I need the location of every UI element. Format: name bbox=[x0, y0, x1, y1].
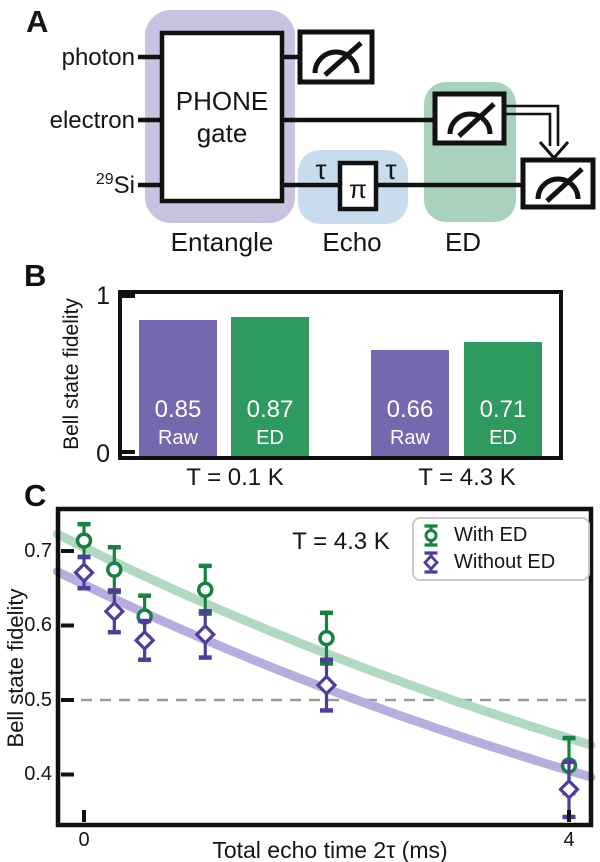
panel-b-tickmark-bottom bbox=[122, 450, 135, 454]
panel-b-bar-chart: B Bell state fidelity 1 0 0.85 Raw 0.87 ED 0… bbox=[0, 258, 600, 491]
temperature-annotation: T = 4.3 K bbox=[292, 528, 390, 555]
legend-row-with-ed: With ED bbox=[420, 522, 582, 549]
bar-name: ED bbox=[256, 427, 284, 449]
electron-wire-label: electron bbox=[50, 107, 135, 134]
panel-c-scatter-plot: C Bell state fidelity 0.7 0.6 0.5 0.4 T … bbox=[0, 478, 600, 862]
panel-c-x-axis-label: Total echo time 2τ (ms) bbox=[212, 837, 448, 862]
bar-name: Raw bbox=[389, 427, 430, 449]
panel-a-label: A bbox=[26, 4, 48, 39]
tau-right-label: τ bbox=[385, 154, 396, 185]
measurement-gauge-icon bbox=[520, 157, 596, 210]
bar-value: 0.87 bbox=[246, 396, 294, 423]
si29-wire-label: 29Si bbox=[96, 171, 135, 199]
entangle-section-label: Entangle bbox=[171, 227, 274, 257]
panel-c-plot-frame bbox=[55, 506, 594, 828]
data-point-0-1 bbox=[106, 545, 123, 595]
panel-c-ytick-0.5: 0.5 bbox=[24, 689, 52, 711]
panel-c-ytick-0.4: 0.4 bbox=[24, 763, 52, 785]
phone-gate-label-2: gate bbox=[197, 118, 248, 148]
panel-b-plot-frame bbox=[118, 290, 563, 460]
panel-c-tickmarks bbox=[61, 549, 571, 822]
bar-value: 0.71 bbox=[479, 396, 527, 423]
legend-label-with-ed: With ED bbox=[454, 524, 528, 546]
panel-a-circuit-diagram: A photon electron 29Si PHONE gate bbox=[26, 4, 596, 257]
panel-b-group-label-0: T = 0.1 K bbox=[186, 464, 284, 491]
panel-c-ytick-0.7: 0.7 bbox=[24, 540, 52, 562]
data-point-1-3 bbox=[194, 609, 217, 660]
bar-name: ED bbox=[489, 427, 517, 449]
panel-c-plot-area bbox=[52, 506, 596, 828]
bar-raw-1: 0.66 Raw bbox=[371, 350, 449, 456]
panel-b-label: B bbox=[24, 258, 47, 293]
data-point-1-1 bbox=[103, 588, 126, 635]
ed-section-label: ED bbox=[445, 227, 481, 257]
legend-label-without-ed: Without ED bbox=[454, 551, 556, 573]
bar-ed-1: 0.71 ED bbox=[464, 342, 542, 456]
panel-c-ytick-0.6: 0.6 bbox=[24, 614, 52, 636]
bar-value: 0.66 bbox=[386, 396, 434, 423]
photon-wire-label: photon bbox=[62, 44, 135, 71]
legend-row-without-ed: Without ED bbox=[420, 549, 582, 576]
legend: With ED Without ED bbox=[412, 517, 590, 581]
phone-gate-box bbox=[159, 30, 285, 204]
panel-c-xtick-0: 0 bbox=[78, 829, 90, 851]
echo-section-label: Echo bbox=[322, 227, 381, 257]
panel-b-ytick-0: 0 bbox=[96, 440, 110, 468]
fit-curve-0 bbox=[52, 529, 596, 750]
without-ed-marker-icon bbox=[423, 551, 439, 574]
panel-b-tickmark-top bbox=[122, 294, 135, 298]
measurement-gauge-icon bbox=[297, 29, 375, 85]
data-point-1-4 bbox=[315, 657, 338, 713]
panel-c-data-layer bbox=[52, 521, 596, 820]
data-point-1-0 bbox=[73, 554, 95, 591]
panel-c-label: C bbox=[24, 478, 47, 513]
bar-value: 0.85 bbox=[154, 396, 202, 423]
tau-left-label: τ bbox=[315, 154, 326, 185]
panel-b-ytick-1: 1 bbox=[96, 282, 110, 310]
panel-c-xtick-4: 4 bbox=[563, 829, 575, 851]
pi-pulse-box bbox=[337, 160, 379, 212]
fit-curve-1 bbox=[52, 567, 596, 782]
bar-raw-0: 0.85 Raw bbox=[139, 320, 217, 456]
phone-gate-label-1: PHONE bbox=[176, 86, 268, 116]
measurement-gauge-icon bbox=[432, 91, 507, 146]
data-point-1-2 bbox=[133, 618, 156, 663]
bar-ed-0: 0.87 ED bbox=[231, 317, 309, 456]
quantum-wires bbox=[138, 54, 526, 188]
panel-b-group-label-1: T = 4.3 K bbox=[418, 464, 516, 491]
with-ed-marker-icon bbox=[424, 524, 438, 547]
bar-name: Raw bbox=[157, 427, 198, 449]
pi-pulse-label: π bbox=[349, 174, 367, 204]
